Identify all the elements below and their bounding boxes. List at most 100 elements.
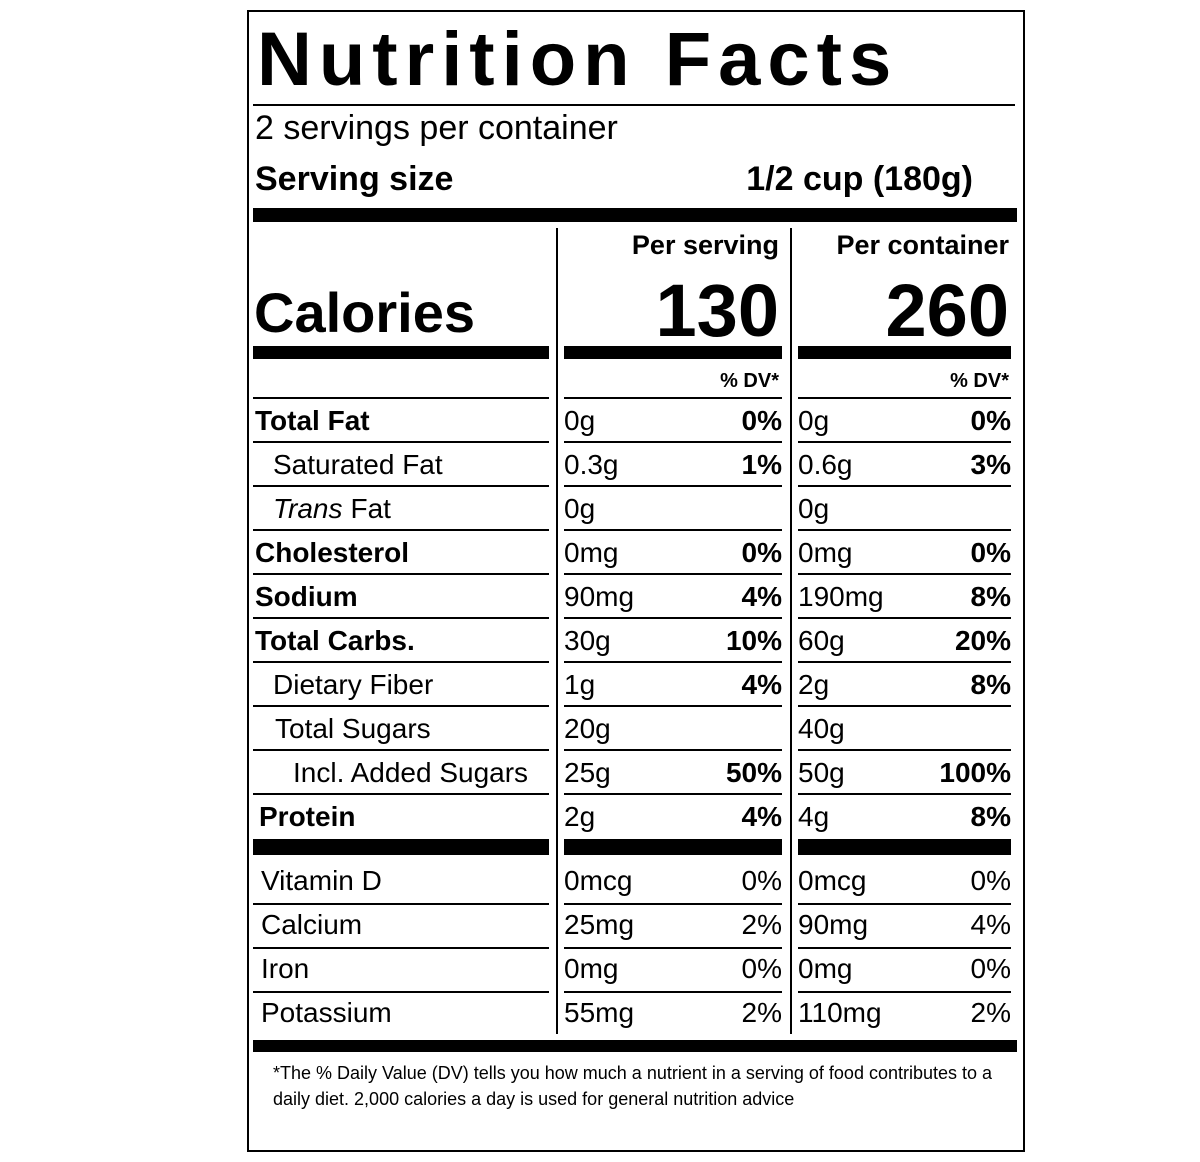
serving-size-value: 1/2 cup (180g) <box>746 160 973 198</box>
amount-value: 40g <box>798 713 845 744</box>
dv-value: 4% <box>970 909 1011 940</box>
row-divider <box>798 397 1011 399</box>
nutrient-name: Total Carbs. <box>255 625 415 656</box>
amount-value: 90mg <box>798 909 869 940</box>
amount-value: 0mg <box>564 953 619 984</box>
nutrient-name-rest: Fat <box>350 493 391 524</box>
nutrient-name: Vitamin D <box>261 865 382 896</box>
per-serving-cell: 0mg 0% <box>564 531 782 575</box>
nutrient-name-cell: Potassium <box>261 991 553 1035</box>
row-divider <box>798 947 1011 949</box>
nutrient-name-cell: Calcium <box>261 903 553 947</box>
row-divider <box>564 793 782 795</box>
per-serving-header: Per serving <box>631 230 779 260</box>
amount-value: 0mcg <box>798 865 867 896</box>
calories-divider-left <box>253 346 549 359</box>
per-serving-cell: 0g <box>564 487 782 531</box>
dv-value: 0% <box>741 537 782 568</box>
amount-value: 20g <box>564 713 611 744</box>
row-divider <box>253 529 549 531</box>
row-divider <box>564 749 782 751</box>
row-divider <box>798 529 1011 531</box>
per-container-cell: 0mcg 0% <box>798 859 1011 903</box>
per-serving-cell: 2g 4% <box>564 795 782 839</box>
per-serving-cell: 1g 4% <box>564 663 782 707</box>
nutrient-name: Incl. Added Sugars <box>293 757 529 788</box>
dv-header-container: % DV* <box>950 370 1009 392</box>
row-divider <box>253 485 549 487</box>
nutrient-name: Calcium <box>261 909 363 940</box>
nutrient-name: Potassium <box>261 997 392 1028</box>
dv-value: 2% <box>741 997 782 1028</box>
row-divider <box>253 441 549 443</box>
amount-value: 25g <box>564 757 611 788</box>
row-divider <box>253 573 549 575</box>
dv-value: 0% <box>741 953 782 984</box>
dv-value: 4% <box>741 669 782 700</box>
row-divider <box>253 661 549 663</box>
footnote: *The % Daily Value (DV) tells you how mu… <box>273 1063 993 1109</box>
serving-size-label: Serving size <box>255 160 454 198</box>
per-serving-cell: 90mg 4% <box>564 575 782 619</box>
row-divider <box>253 793 549 795</box>
amount-value: 55mg <box>564 997 635 1028</box>
nutrient-name: Trans Fat <box>273 493 391 525</box>
per-serving-cell: 0.3g 1% <box>564 443 782 487</box>
row-divider <box>253 749 549 751</box>
amount-value: 30g <box>564 625 611 656</box>
amount-value: 110mg <box>798 997 882 1028</box>
row-divider <box>798 617 1011 619</box>
calories-per-serving: 130 <box>655 269 779 352</box>
amount-value: 0g <box>798 405 830 436</box>
row-divider <box>253 617 549 619</box>
row-divider <box>253 839 549 855</box>
nutrient-name: Total Sugars <box>275 713 431 744</box>
calories-divider-mid <box>564 346 782 359</box>
nutrient-name: Dietary Fiber <box>273 669 434 700</box>
row-divider <box>798 661 1011 663</box>
nutrient-name-cell: Sodium <box>255 575 547 619</box>
row-divider <box>564 529 782 531</box>
dv-value: 50% <box>725 757 782 788</box>
dv-value: 8% <box>970 801 1011 832</box>
row-divider <box>253 947 549 949</box>
dv-value: 8% <box>970 669 1011 700</box>
per-container-cell: 190mg 8% <box>798 575 1011 619</box>
amount-value: 0g <box>798 493 830 524</box>
row-divider <box>253 397 549 399</box>
dv-value: 4% <box>741 581 782 612</box>
dv-value: 4% <box>741 801 782 832</box>
row-divider <box>798 793 1011 795</box>
per-serving-cell: 20g <box>564 707 782 751</box>
per-container-cell: 60g 20% <box>798 619 1011 663</box>
nutrient-name: Cholesterol <box>255 537 410 568</box>
amount-value: 0g <box>564 405 596 436</box>
nutrient-name-cell: Incl. Added Sugars <box>293 751 585 795</box>
per-container-cell: 0g 0% <box>798 399 1011 443</box>
per-serving-cell: 55mg 2% <box>564 991 782 1035</box>
per-serving-cell: 25mg 2% <box>564 903 782 947</box>
per-container-cell: 90mg 4% <box>798 903 1011 947</box>
dv-value: 100% <box>939 757 1011 788</box>
row-divider <box>798 705 1011 707</box>
amount-value: 25mg <box>564 909 635 940</box>
nutrient-name-italic: Trans <box>273 493 343 524</box>
dv-value: 10% <box>725 625 782 656</box>
per-serving-cell: 0mcg 0% <box>564 859 782 903</box>
per-container-cell: 4g 8% <box>798 795 1011 839</box>
amount-value: 4g <box>798 801 830 832</box>
amount-value: 2g <box>798 669 830 700</box>
nutrient-name-cell: Cholesterol <box>255 531 547 575</box>
dv-header-serving: % DV* <box>720 370 779 392</box>
dv-value: 0% <box>970 537 1011 568</box>
row-divider <box>253 705 549 707</box>
per-container-cell: 0mg 0% <box>798 947 1011 991</box>
nutrient-name-cell: Iron <box>261 947 553 991</box>
per-serving-cell: 25g 50% <box>564 751 782 795</box>
per-container-cell: 40g <box>798 707 1011 751</box>
nutrient-name: Iron <box>261 953 310 984</box>
per-container-cell: 0.6g 3% <box>798 443 1011 487</box>
nutrient-name: Protein <box>259 801 356 832</box>
row-divider <box>798 991 1011 993</box>
nutrient-name: Sodium <box>255 581 358 612</box>
